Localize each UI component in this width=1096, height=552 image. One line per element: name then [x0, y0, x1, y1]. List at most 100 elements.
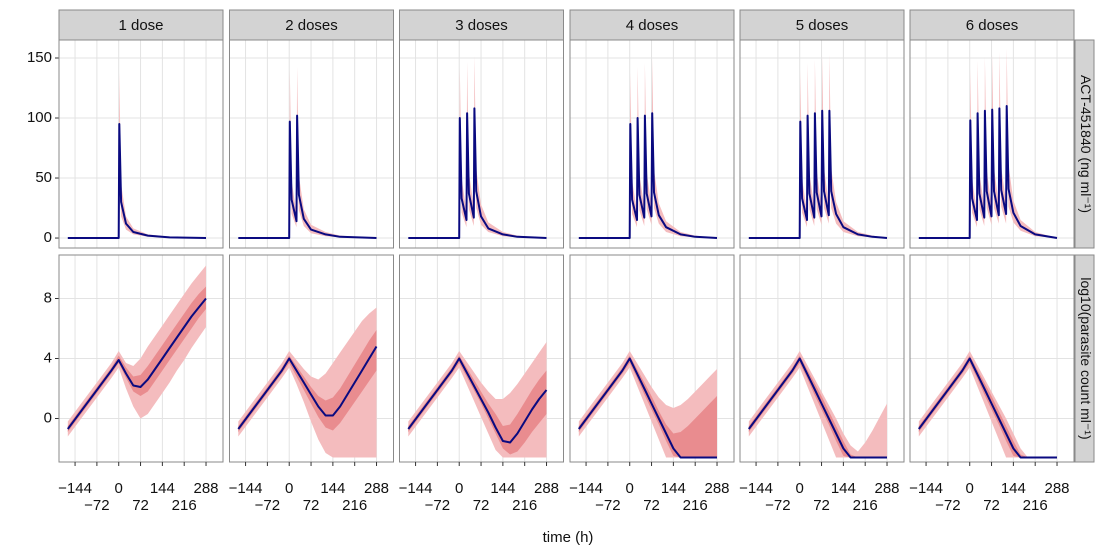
- strip: [1074, 39, 1095, 249]
- x-tick-label: 72: [813, 497, 830, 514]
- panel-content: [910, 255, 1074, 462]
- x-tick-label: 216: [172, 497, 197, 514]
- panel-content: [740, 255, 904, 462]
- x-tick-label: −144: [58, 480, 92, 497]
- strip: [1074, 254, 1095, 463]
- strip-label: ACT-451840 (ng ml⁻¹): [1078, 75, 1094, 213]
- x-tick-label: 144: [320, 480, 345, 497]
- strip-label: log10(parasite count ml⁻¹): [1078, 277, 1094, 439]
- band: [67, 265, 206, 437]
- panel-border: [909, 39, 1075, 249]
- strip-label: 5 doses: [796, 17, 849, 34]
- x-tick-label: 144: [661, 480, 686, 497]
- line: [918, 105, 1058, 239]
- strip: [58, 9, 224, 41]
- x-tick-label: −72: [765, 497, 790, 514]
- y-tick-label: 100: [27, 109, 52, 126]
- x-tick-label: 72: [983, 497, 1000, 514]
- band: [408, 355, 547, 455]
- x-tick-label: 216: [512, 497, 537, 514]
- x-tick-label: 0: [966, 480, 974, 497]
- panel-border: [229, 39, 394, 249]
- panel-content: [570, 40, 734, 248]
- line: [747, 357, 887, 459]
- panel-border: [569, 39, 735, 249]
- y-tick-label: 0: [44, 229, 52, 246]
- x-tick-label: −72: [255, 497, 280, 514]
- y-tick-label: 0: [44, 409, 52, 426]
- x-tick-label: −72: [425, 497, 450, 514]
- strip-label: 3 doses: [455, 17, 508, 34]
- panel-content: [229, 40, 394, 248]
- x-tick-label: 72: [303, 497, 320, 514]
- x-tick-label: −72: [935, 497, 960, 514]
- x-tick-label: −144: [399, 480, 433, 497]
- y-tick-label: 8: [44, 289, 52, 306]
- panel-content: [740, 40, 904, 248]
- x-tick-label: −72: [595, 497, 620, 514]
- x-tick-label: 144: [1001, 480, 1026, 497]
- x-tick-label: −144: [739, 480, 773, 497]
- x-tick-label: 216: [683, 497, 708, 514]
- line: [66, 297, 207, 430]
- strip: [399, 9, 564, 41]
- x-axis-title: time (h): [543, 529, 594, 546]
- x-tick-label: 288: [705, 480, 730, 497]
- panel-content: [229, 255, 394, 462]
- line: [237, 345, 378, 430]
- x-tick-label: 144: [150, 480, 175, 497]
- x-tick-label: 288: [534, 480, 559, 497]
- line: [408, 107, 547, 239]
- strip-label: 6 doses: [966, 17, 1019, 34]
- strip-label: 4 doses: [626, 17, 679, 34]
- strip-label: 2 doses: [285, 17, 338, 34]
- strip-label: 1 dose: [118, 17, 163, 34]
- panel-border: [739, 39, 905, 249]
- panel-content: [399, 40, 564, 248]
- x-tick-label: 288: [194, 480, 219, 497]
- x-tick-label: 216: [1023, 497, 1048, 514]
- strip: [569, 9, 735, 41]
- x-tick-label: 0: [796, 480, 804, 497]
- line: [748, 109, 888, 239]
- band: [748, 351, 887, 458]
- y-tick-label: 4: [44, 349, 52, 366]
- panel-content: [570, 255, 734, 462]
- line: [917, 357, 1057, 459]
- x-tick-label: 144: [490, 480, 515, 497]
- x-tick-label: 288: [364, 480, 389, 497]
- x-tick-label: 288: [1045, 480, 1070, 497]
- x-tick-label: 216: [342, 497, 367, 514]
- x-tick-label: −144: [909, 480, 943, 497]
- band: [238, 330, 377, 432]
- x-tick-label: −144: [569, 480, 603, 497]
- x-tick-label: −72: [84, 497, 109, 514]
- strip: [229, 9, 394, 41]
- line: [578, 112, 718, 239]
- panel-content: [59, 40, 223, 248]
- panel-border: [399, 39, 564, 249]
- band: [918, 351, 1057, 458]
- x-tick-label: 144: [831, 480, 856, 497]
- line: [67, 123, 207, 239]
- x-tick-label: 216: [853, 497, 878, 514]
- x-tick-label: 0: [455, 480, 463, 497]
- line: [577, 357, 717, 459]
- x-tick-label: 72: [132, 497, 149, 514]
- panel-content: [399, 255, 564, 462]
- x-tick-label: 0: [285, 480, 293, 497]
- line: [407, 357, 548, 444]
- x-tick-label: 288: [875, 480, 900, 497]
- x-tick-label: 0: [115, 480, 123, 497]
- panel-content: [910, 40, 1074, 248]
- panel-border: [58, 39, 224, 249]
- x-tick-label: 72: [643, 497, 660, 514]
- panel-content: [59, 255, 223, 462]
- line: [238, 114, 377, 239]
- x-tick-label: −144: [229, 480, 263, 497]
- x-tick-label: 0: [626, 480, 634, 497]
- y-tick-label: 150: [27, 49, 52, 66]
- x-tick-label: 72: [473, 497, 490, 514]
- strip: [909, 9, 1075, 41]
